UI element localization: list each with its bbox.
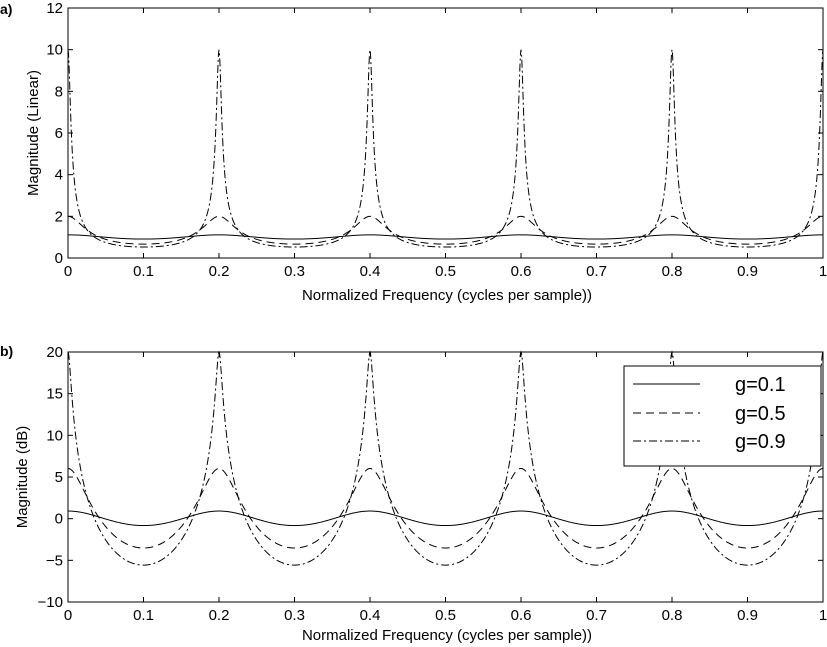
series-line-g01: [68, 510, 823, 527]
x-tick-label: 0.6: [511, 263, 532, 280]
x-tick-label: 0.8: [662, 607, 683, 624]
x-tick-label: 0.3: [284, 263, 305, 280]
series-line-g09: [67, 49, 824, 248]
panel-a-curves: [67, 49, 824, 248]
panel-a-y-axis-label: Magnitude (Linear): [25, 70, 42, 196]
x-tick-label: 1: [819, 607, 827, 624]
x-tick-label: 0.4: [360, 263, 381, 280]
panel-b-x-axis-label: Normalized Frequency (cycles per sample)…: [302, 627, 592, 644]
legend-label-g09: g=0.9: [735, 431, 786, 453]
x-tick-label: 0.6: [511, 607, 532, 624]
x-tick-label: 0.1: [133, 263, 154, 280]
series-line-g01: [68, 234, 823, 240]
x-tick-label: 0.9: [737, 263, 758, 280]
x-tick-label: 0.1: [133, 607, 154, 624]
panel-a-linear-magnitude: a) 0 0.1 0.2 0.3 0.4 0.5 0.6 0.7 0.8 0.9 1 0 2 4 6 8 10…: [0, 0, 827, 304]
y-tick-label: 10: [46, 427, 63, 444]
y-tick-label: 4: [55, 167, 63, 184]
y-tick-label: −10: [38, 594, 63, 611]
x-tick-label: 0.9: [737, 607, 758, 624]
panel-a-y-ticks: 0 2 4 6 8 10 12: [46, 0, 823, 267]
x-tick-label: 0: [64, 607, 72, 624]
y-tick-label: 20: [46, 344, 63, 361]
x-tick-label: 0.4: [360, 607, 381, 624]
legend-box: [623, 365, 822, 467]
x-tick-label: 0: [64, 263, 72, 280]
y-tick-label: 0: [55, 250, 63, 267]
panel-b-x-ticks: 0 0.1 0.2 0.3 0.4 0.5 0.6 0.7 0.8 0.9 1: [64, 352, 827, 624]
panel-b-curves: [67, 350, 824, 566]
series-line-g05: [67, 215, 824, 245]
x-tick-label: 0.5: [435, 263, 456, 280]
y-tick-label: 0: [55, 511, 63, 528]
panel-a-label: a): [0, 1, 12, 17]
y-tick-label: 10: [46, 42, 63, 59]
y-tick-label: 15: [46, 386, 63, 403]
panel-b-db-magnitude: b) 0 0.1 0.2 0.3 0.4 0.5 0.6 0.7 0.8 0.9 1 −10 −5 0 5…: [0, 343, 827, 644]
y-tick-label: 12: [46, 0, 63, 17]
x-tick-label: 0.8: [662, 263, 683, 280]
panel-b-y-ticks: −10 −5 0 5 10 15 20: [38, 344, 823, 611]
panel-a-x-ticks: 0 0.1 0.2 0.3 0.4 0.5 0.6 0.7 0.8 0.9 1: [64, 8, 827, 280]
y-tick-label: 8: [55, 83, 63, 100]
x-tick-label: 0.7: [586, 607, 607, 624]
legend-label-g05: g=0.5: [735, 403, 786, 425]
y-tick-label: 5: [55, 469, 63, 486]
y-tick-label: 6: [55, 125, 63, 142]
panel-b-y-axis-label: Magnitude (dB): [14, 426, 31, 529]
x-tick-label: 1: [819, 263, 827, 280]
series-line-g05: [67, 467, 824, 549]
x-tick-label: 0.2: [209, 263, 230, 280]
x-tick-label: 0.3: [284, 607, 305, 624]
panel-b-label: b): [0, 343, 13, 359]
y-tick-label: 2: [55, 208, 63, 225]
legend: g=0.1 g=0.5 g=0.9: [623, 365, 822, 467]
x-tick-label: 0.2: [209, 607, 230, 624]
legend-label-g01: g=0.1: [735, 374, 786, 396]
x-tick-label: 0.5: [435, 607, 456, 624]
series-line-g09: [67, 350, 824, 566]
x-tick-label: 0.7: [586, 263, 607, 280]
y-tick-label: −5: [46, 552, 63, 569]
panel-a-x-axis-label: Normalized Frequency (cycles per sample)…: [302, 287, 592, 304]
panel-a-axes: [67, 7, 824, 259]
